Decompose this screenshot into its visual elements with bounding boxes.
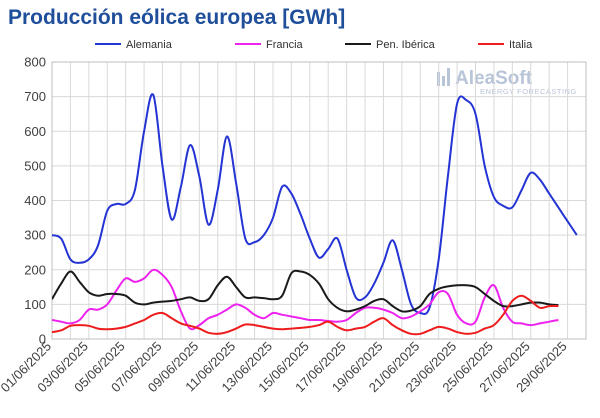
y-tick-label: 100 — [24, 297, 46, 312]
legend-label-pen-ib-rica: Pen. Ibérica — [376, 39, 436, 51]
plot-border — [51, 61, 587, 340]
y-tick-label: 0 — [39, 332, 46, 347]
y-tick-label: 800 — [24, 55, 46, 70]
logo: AleaSoft ENERGY FORECASTING — [437, 68, 577, 96]
y-tick-label: 700 — [24, 89, 46, 104]
legend-label-francia: Francia — [266, 39, 304, 51]
series-line-pen-ib-rica — [52, 269, 559, 313]
logo-subtext: ENERGY FORECASTING — [480, 87, 577, 96]
y-tick-label: 400 — [24, 193, 46, 208]
chart-title: Producción eólica europea [GWh] — [8, 6, 346, 29]
legend-label-alemania: Alemania — [126, 39, 173, 51]
series-line-alemania — [52, 93, 578, 315]
y-tick-label: 600 — [24, 124, 46, 139]
legend-label-italia: Italia — [509, 39, 533, 51]
series-line-italia — [52, 294, 559, 336]
series-line-francia — [52, 268, 559, 331]
y-tick-label: 500 — [24, 158, 46, 173]
y-tick-label: 300 — [24, 228, 46, 243]
y-tick-label: 200 — [24, 262, 46, 277]
